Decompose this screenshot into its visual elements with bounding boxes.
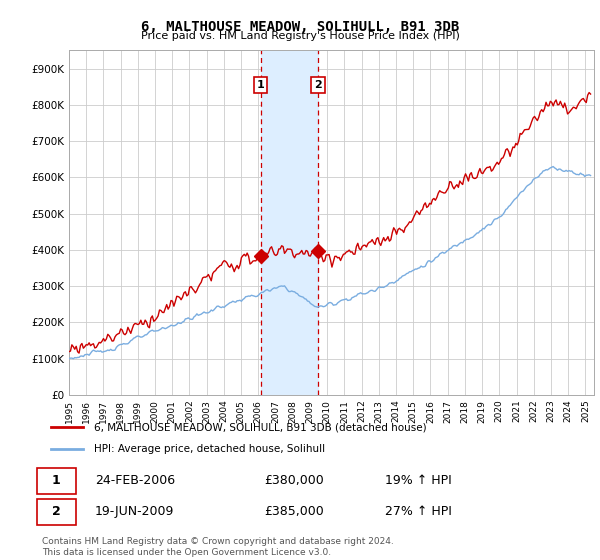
Text: 1: 1 (52, 474, 61, 487)
Bar (260, 50, 318, 395)
Text: Price paid vs. HM Land Registry's House Price Index (HPI): Price paid vs. HM Land Registry's House … (140, 31, 460, 41)
Text: 2: 2 (52, 505, 61, 518)
FancyBboxPatch shape (37, 468, 76, 494)
Text: 6, MALTHOUSE MEADOW, SOLIHULL, B91 3DB (detached house): 6, MALTHOUSE MEADOW, SOLIHULL, B91 3DB (… (94, 422, 427, 432)
Text: 2: 2 (314, 80, 322, 90)
Text: 27% ↑ HPI: 27% ↑ HPI (385, 505, 452, 518)
FancyBboxPatch shape (37, 498, 76, 525)
Text: 24-FEB-2006: 24-FEB-2006 (95, 474, 175, 487)
Text: HPI: Average price, detached house, Solihull: HPI: Average price, detached house, Soli… (94, 444, 325, 454)
Text: Contains HM Land Registry data © Crown copyright and database right 2024.
This d: Contains HM Land Registry data © Crown c… (42, 537, 394, 557)
Text: £380,000: £380,000 (264, 474, 323, 487)
Text: 6, MALTHOUSE MEADOW, SOLIHULL, B91 3DB: 6, MALTHOUSE MEADOW, SOLIHULL, B91 3DB (141, 20, 459, 34)
Text: 19% ↑ HPI: 19% ↑ HPI (385, 474, 452, 487)
Text: 19-JUN-2009: 19-JUN-2009 (95, 505, 174, 518)
Text: 1: 1 (257, 80, 265, 90)
Text: £385,000: £385,000 (264, 505, 323, 518)
